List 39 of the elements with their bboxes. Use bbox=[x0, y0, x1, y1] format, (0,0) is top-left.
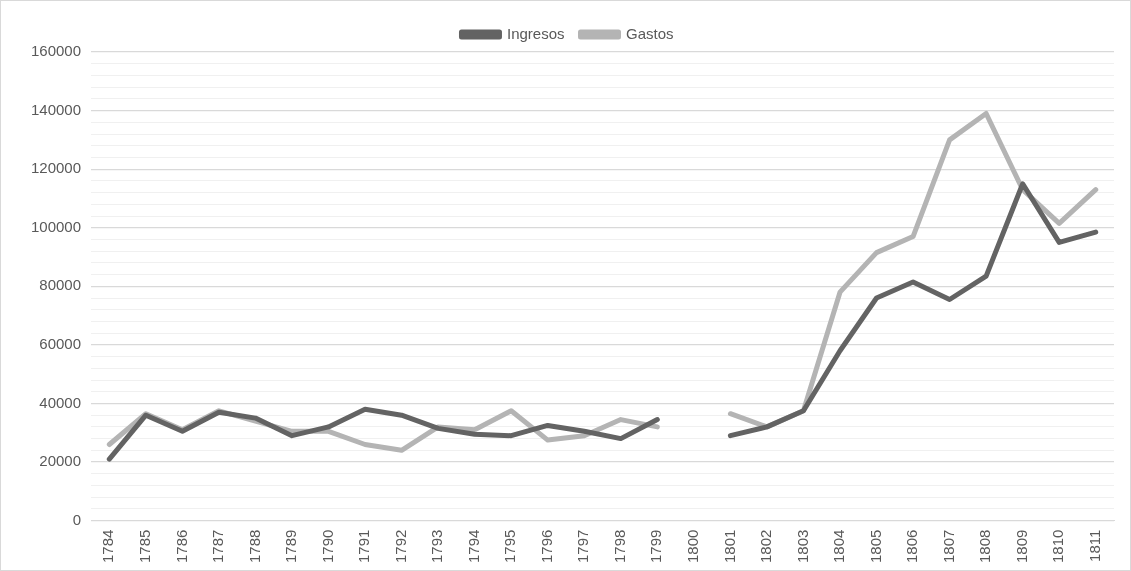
x-tick-label: 1802 bbox=[757, 529, 775, 564]
x-tick-label: 1801 bbox=[720, 529, 738, 564]
x-tick-label: 1807 bbox=[939, 529, 957, 564]
x-tick-label: 1794 bbox=[464, 529, 482, 564]
x-tick-label: 1795 bbox=[501, 529, 519, 564]
x-tick-label: 1793 bbox=[428, 529, 446, 564]
x-tick-label: 1800 bbox=[684, 529, 701, 564]
x-tick-label: 1787 bbox=[209, 529, 227, 564]
x-tick-label: 1784 bbox=[99, 529, 117, 564]
legend-label: Gastos bbox=[626, 24, 674, 42]
x-tick-label: 1785 bbox=[136, 529, 153, 564]
y-tick-label: 80000 bbox=[39, 276, 82, 294]
x-tick-label: 1799 bbox=[647, 529, 665, 564]
y-tick-label: 120000 bbox=[30, 159, 82, 177]
y-tick-label: 160000 bbox=[30, 42, 82, 60]
x-tick-label: 1786 bbox=[172, 529, 190, 564]
x-tick-label: 1797 bbox=[574, 529, 592, 564]
x-tick-label: 1810 bbox=[1049, 529, 1067, 564]
x-tick-label: 1808 bbox=[976, 529, 994, 564]
y-tick-label: 0 bbox=[72, 510, 82, 528]
y-tick-label: 140000 bbox=[30, 100, 82, 118]
y-tick-label: 100000 bbox=[30, 217, 82, 235]
legend-label: Ingresos bbox=[506, 24, 565, 42]
x-tick-label: 1790 bbox=[318, 529, 336, 564]
y-tick-label: 40000 bbox=[39, 393, 82, 411]
x-tick-label: 1788 bbox=[245, 529, 263, 564]
x-tick-label: 1809 bbox=[1012, 529, 1030, 564]
x-tick-label: 1803 bbox=[793, 529, 811, 564]
x-tick-label: 1792 bbox=[391, 529, 409, 564]
y-tick-label: 20000 bbox=[39, 452, 82, 470]
x-tick-label: 1804 bbox=[830, 529, 848, 564]
x-tick-label: 1791 bbox=[355, 529, 373, 564]
x-tick-label: 1806 bbox=[903, 529, 921, 564]
x-tick-label: 1805 bbox=[866, 529, 884, 564]
x-tick-label: 1798 bbox=[610, 529, 628, 564]
x-tick-label: 1796 bbox=[537, 529, 555, 564]
x-tick-label: 1811 bbox=[1085, 529, 1103, 562]
y-tick-label: 60000 bbox=[39, 335, 82, 353]
x-tick-label: 1789 bbox=[282, 529, 300, 564]
